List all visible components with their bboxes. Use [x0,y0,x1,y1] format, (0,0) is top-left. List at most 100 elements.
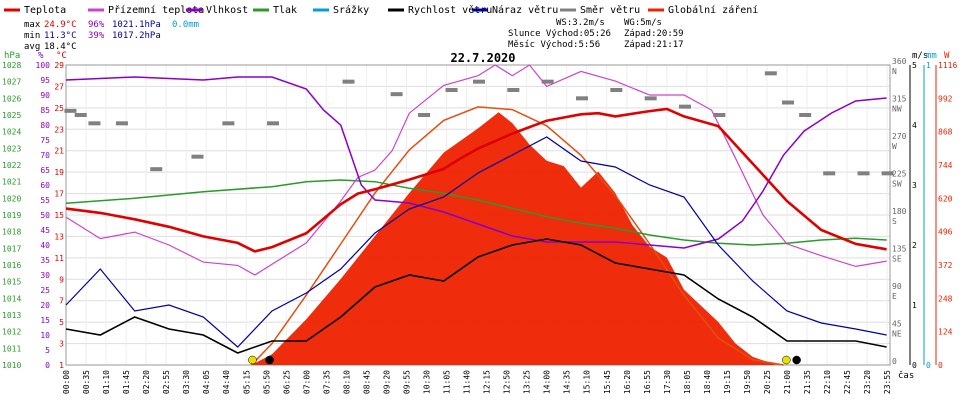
solar-area [66,112,887,365]
temperature-tick-label: 1 [59,361,64,370]
stat-avg-label: avg [24,42,40,52]
wind-direction-mark [541,79,554,84]
wind-direction-mark [418,113,431,117]
hpa-tick-label: 1013 [2,311,21,320]
humidity-tick-label: 0 [45,361,50,370]
legend-label: Přízemní teplota [108,4,204,16]
direction-tick-label: S [892,217,897,226]
temperature-tick-label: 7 [59,297,64,306]
wind-direction-mark [88,121,101,126]
x-tick-label: 02:20 [142,370,151,394]
wind-tick-label: 3 [912,181,917,190]
wind-direction-mark [473,79,485,84]
x-tick-label: 14:00 [543,370,552,394]
stat-max-humidity: 96% [88,20,105,30]
wind-direction-mark [150,167,163,172]
humidity-tick-label: 15 [40,316,50,325]
humidity-tick-label: 35 [40,256,50,265]
sun-moon-marker [248,355,257,365]
wind-gust-line [65,136,887,348]
legend-label: Vlhkost [206,5,248,16]
solar-tick-label: 1116 [938,61,957,70]
sun-moon-marker [792,355,801,365]
direction-tick-label: NW [892,105,902,114]
x-tick-label: 09:20 [382,370,391,394]
humidity-tick-label: 70 [40,151,50,160]
x-tick-label: 19:50 [743,370,752,394]
humidity-tick-label: 25 [40,286,50,295]
solar-tick-label: 992 [938,94,953,103]
legend: Teplota Přízemní teplota Vlhkost Tlak Srážky… [4,4,758,16]
temperature-tick-label: 23 [54,125,64,134]
x-tick-label: 23:20 [863,370,872,394]
chart-title: 22.7.2020 [450,51,515,65]
wind-direction-mark [267,121,279,126]
data-series [64,64,894,365]
x-tick-label: 21:00 [783,370,792,394]
ground-temperature-line [65,64,887,276]
hpa-tick-label: 1019 [2,211,21,220]
humidity-tick-label: 10 [40,331,50,340]
x-tick-label: 07:35 [322,370,331,394]
direction-tick-label: NE [892,330,902,339]
x-tick-label: 10:30 [423,370,432,394]
wind-axis-label: m/s [912,51,928,61]
wind-direction-mark [115,121,128,126]
solar-tick-label: 744 [938,161,953,170]
solar-tick-label: 124 [938,328,953,337]
temperature-axis-label: °C [56,51,67,61]
direction-tick-label: 135 [892,245,907,254]
temperature-tick-label: 17 [54,190,64,199]
x-tick-label: 01:10 [102,370,111,394]
x-tick-label: 11:40 [463,370,472,394]
x-tick-label: 16:55 [643,370,652,394]
direction-tick-label: 0 [892,357,897,366]
wind-tick-label: 4 [912,121,917,130]
wind-tick-label: 5 [912,61,917,70]
direction-tick-label: SW [892,180,902,189]
direction-tick-label: W [892,142,897,151]
wind-direction-mark [644,96,657,101]
x-tick-label: 03:30 [182,370,191,394]
info-wind-gust: WG:5m/s [624,18,662,28]
stats-block: max 24.9°C 96% 1021.1hPa 0.0mm min 11.3°C 39% 10… [24,20,199,52]
wind-direction-mark [576,96,588,101]
hpa-tick-label: 1010 [2,361,21,370]
x-tick-label: 12:15 [483,370,492,394]
hpa-tick-label: 1022 [2,161,21,170]
humidity-line [65,76,887,249]
humidity-tick-label: 75 [40,136,50,145]
x-tick-label: 12:50 [503,370,512,394]
x-tick-label: 11:05 [443,370,452,394]
sun-moon-marker [782,355,791,365]
humidity-tick-label: 95 [40,76,50,85]
stat-min-pressure: 1017.2hPa [112,31,161,41]
x-tick-label: 22:10 [823,370,832,394]
solar-axis-label: W [944,51,950,61]
solar-tick-label: 248 [938,294,953,303]
sun-moon-marker [265,355,274,365]
x-tick-label: 19:15 [723,370,732,394]
temperature-tick-label: 21 [54,147,64,156]
wind-direction-mark [222,121,235,126]
solar-tick-label: 372 [938,261,953,270]
temperature-tick-label: 3 [59,340,64,349]
x-tick-label: 21:35 [803,370,812,394]
stat-avg-temp: 18.4°C [44,42,77,52]
hpa-tick-label: 1020 [2,194,21,203]
hpa-tick-label: 1011 [2,344,21,353]
hpa-tick-label: 1023 [2,144,21,153]
humidity-axis-label: % [38,51,44,61]
x-tick-label: 04:40 [222,370,231,394]
hpa-tick-label: 1024 [2,128,21,137]
wind-tick-label: 2 [912,241,917,250]
rain-tick-label: 0 [926,361,931,370]
hpa-tick-label: 1018 [2,228,21,237]
stat-max-pressure: 1021.1hPa [112,20,161,30]
direction-tick-label: 180 [892,207,907,216]
wind-direction-mark [342,79,355,84]
legend-label: Tlak [273,5,297,16]
wind-direction-mark [191,154,204,159]
x-tick-label: 23:55 [883,370,892,394]
temperature-tick-label: 27 [54,82,64,91]
